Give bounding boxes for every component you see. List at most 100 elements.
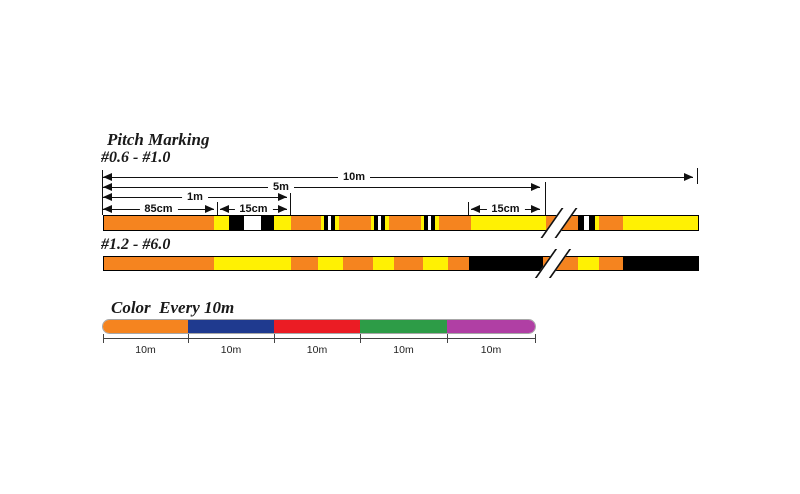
arrowhead-left-icon — [103, 205, 112, 213]
extension-line-85cm — [217, 202, 218, 215]
dimension-line — [103, 187, 540, 188]
segment-red — [274, 320, 360, 333]
scale-tick — [188, 334, 189, 343]
segment-yellow — [335, 216, 339, 230]
segment-black — [261, 216, 274, 230]
segment-black — [424, 216, 428, 230]
dimension-15cm-second: 15cm — [471, 203, 540, 215]
dimension-line — [103, 177, 693, 178]
segment-black — [578, 216, 584, 230]
dimension-label-15cm-first: 15cm — [234, 203, 273, 215]
segment-yellow — [321, 216, 324, 230]
arrowhead-left-icon — [220, 205, 229, 213]
segment-orange — [439, 216, 471, 230]
segment-yellow — [385, 216, 389, 230]
scale-label: 10m — [393, 344, 414, 356]
scale-label: 10m — [135, 344, 156, 356]
dimension-label-1m: 1m — [182, 191, 208, 203]
segment-yellow — [595, 216, 599, 230]
segment-orange — [291, 216, 321, 230]
segment-yellow — [471, 216, 546, 230]
arrowhead-right-icon — [278, 193, 287, 201]
scale-tick — [535, 334, 536, 343]
segment-navy — [188, 320, 274, 333]
segment-orange — [104, 216, 214, 230]
arrowhead-right-icon — [531, 205, 540, 213]
extension-line-1m — [290, 191, 291, 215]
dimension-label-10m: 10m — [338, 171, 371, 183]
segment-black — [229, 216, 244, 230]
segment-yellow — [578, 257, 599, 270]
extension-line-left — [102, 170, 103, 215]
segment-purple — [447, 320, 535, 333]
line-bar-06-10 — [103, 208, 699, 238]
segment-yellow — [373, 257, 394, 270]
segment-orange — [343, 257, 373, 270]
segment-black — [331, 216, 335, 230]
scale-tick — [447, 334, 448, 343]
color-every-10m-title: Color Every 10m — [111, 298, 235, 317]
pitch-marking-title: Pitch Marking — [107, 130, 210, 149]
dimension-5m: 5m — [103, 181, 540, 193]
arrowhead-right-icon — [684, 173, 693, 181]
segment-white — [428, 216, 431, 230]
extension-line-10m — [697, 168, 698, 184]
dimension-1m: 1m — [103, 191, 287, 203]
dimension-10m: 10m — [103, 171, 693, 183]
scale-label-row: 10m 10m 10m 10m 10m — [103, 344, 535, 356]
dimension-label-15cm-second: 15cm — [486, 203, 525, 215]
line-bar-12-60 — [103, 249, 699, 278]
segment-orange — [291, 257, 318, 270]
segment-orange — [599, 257, 623, 270]
scale-ticks — [103, 334, 536, 343]
scale-label: 10m — [306, 344, 328, 356]
segment-orange — [104, 257, 214, 270]
dimension-label-85cm: 85cm — [139, 203, 178, 215]
segment-orange — [103, 320, 188, 333]
segment-black — [381, 216, 385, 230]
segment-black — [374, 216, 378, 230]
segment-yellow — [274, 216, 291, 230]
segment-yellow — [423, 257, 448, 270]
scale-tick — [103, 334, 104, 343]
segment-orange — [339, 216, 371, 230]
arrowhead-left-icon — [103, 173, 112, 181]
segment-black — [623, 257, 698, 270]
scale-label: 10m — [220, 344, 242, 356]
scale-tick — [360, 334, 361, 343]
size-range-label-1: #0.6 - #1.0 — [101, 149, 171, 166]
segment-orange — [599, 216, 623, 230]
extension-line-5m — [545, 182, 546, 215]
arrowhead-right-icon — [531, 183, 540, 191]
arrowhead-left-icon — [103, 183, 112, 191]
segment-black — [431, 216, 435, 230]
color-cycle-bar — [103, 320, 535, 333]
arrowhead-right-icon — [205, 205, 214, 213]
segment-white — [328, 216, 331, 230]
scale-tick — [274, 334, 275, 343]
dimension-label-5m: 5m — [268, 181, 294, 193]
dimension-85cm: 85cm — [103, 203, 214, 215]
segment-yellow — [214, 257, 291, 270]
arrowhead-right-icon — [278, 205, 287, 213]
dimension-15cm-first: 15cm — [220, 203, 287, 215]
extension-line-5m-left — [468, 202, 469, 215]
segment-orange — [389, 216, 421, 230]
arrowhead-left-icon — [471, 205, 480, 213]
segment-black — [469, 257, 543, 270]
segment-white — [244, 216, 261, 230]
segment-orange — [448, 257, 469, 270]
scale-axis-line — [103, 338, 536, 339]
segment-yellow — [435, 216, 439, 230]
segment-black — [324, 216, 328, 230]
segment-yellow — [318, 257, 343, 270]
arrowhead-left-icon — [103, 193, 112, 201]
segment-white — [378, 216, 381, 230]
segment-yellow — [371, 216, 374, 230]
size-range-label-2: #1.2 - #6.0 — [101, 236, 171, 253]
segment-yellow — [421, 216, 424, 230]
scale-label: 10m — [480, 344, 502, 356]
segment-green — [360, 320, 447, 333]
segment-black — [589, 216, 595, 230]
